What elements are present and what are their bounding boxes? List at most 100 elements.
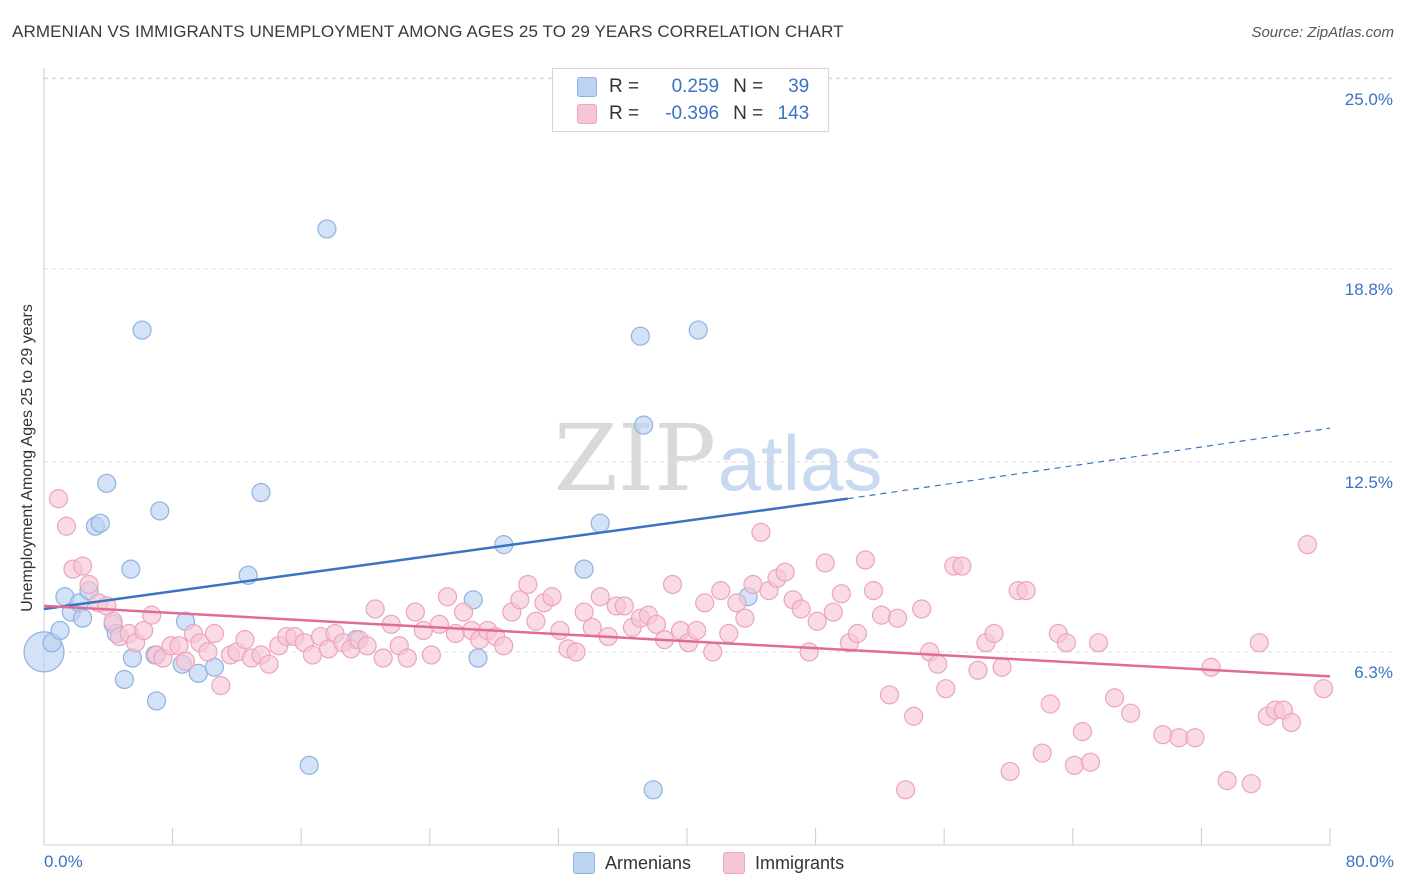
immigrants-point xyxy=(791,599,811,619)
immigrants-point xyxy=(992,657,1012,677)
immigrants-point xyxy=(48,489,69,509)
y-tick-label: 18.8% xyxy=(1345,280,1393,299)
immigrants-point xyxy=(574,602,594,622)
immigrants-point xyxy=(566,642,586,662)
correlation-legend: R = 0.259 N = 39 R = -0.396 N = 143 xyxy=(552,68,829,132)
armenians-point xyxy=(72,608,93,628)
armenians-point xyxy=(468,648,488,668)
immigrants-point xyxy=(662,574,683,595)
immigrants-point xyxy=(735,608,755,628)
n-value: 39 xyxy=(788,76,810,97)
immigrants-point xyxy=(1040,694,1060,714)
immigrants-point xyxy=(494,636,514,656)
immigrants-point xyxy=(357,636,377,656)
immigrants-point xyxy=(1297,535,1318,555)
immigrants-point xyxy=(952,556,972,576)
armenians-point xyxy=(121,559,141,579)
armenians-point xyxy=(630,326,650,346)
immigrants-point xyxy=(211,676,231,696)
immigrants-point xyxy=(614,596,634,616)
immigrants-point xyxy=(1064,755,1085,775)
immigrants-point xyxy=(1104,688,1125,708)
armenians-trend-line xyxy=(43,497,848,611)
r-value: -0.396 xyxy=(665,103,720,124)
immigrants-point xyxy=(1121,703,1141,723)
y-tick-label: 25.0% xyxy=(1345,90,1393,109)
immigrants-point xyxy=(936,679,956,699)
y-tick-label: 6.3% xyxy=(1354,663,1393,682)
immigrants-point xyxy=(582,617,602,637)
immigrants-point xyxy=(590,587,610,607)
immigrants-point xyxy=(904,706,924,726)
immigrants-point xyxy=(1088,633,1109,653)
immigrants-point xyxy=(831,584,851,604)
armenians-point xyxy=(114,669,134,690)
immigrants-point xyxy=(896,780,916,800)
immigrants-point xyxy=(1249,633,1269,653)
immigrants-point xyxy=(695,593,715,613)
series-legend: Armenians Immigrants xyxy=(573,852,876,874)
immigrants-point xyxy=(72,556,93,576)
armenians-point xyxy=(146,691,167,711)
y-tick-label: 12.5% xyxy=(1345,473,1393,492)
legend-item-armenians[interactable]: Armenians xyxy=(573,852,691,874)
n-label: N = xyxy=(733,76,764,97)
immigrants-point xyxy=(365,599,385,619)
immigrants-point xyxy=(1169,728,1189,748)
immigrants-legend-swatch xyxy=(723,852,746,874)
immigrants-point xyxy=(510,590,530,610)
immigrants-point xyxy=(373,648,393,668)
immigrants-point xyxy=(646,614,667,634)
armenians-point xyxy=(299,755,319,775)
immigrants-point xyxy=(453,602,474,622)
immigrants-point xyxy=(1000,761,1020,782)
armenians-point xyxy=(317,219,337,239)
immigrants-point xyxy=(928,654,948,674)
immigrants-point xyxy=(711,581,731,601)
immigrants-point xyxy=(405,602,425,622)
r-value: 0.259 xyxy=(671,76,720,97)
armenians-point xyxy=(150,501,170,521)
immigrants-point xyxy=(302,645,323,665)
immigrants-point xyxy=(968,660,988,680)
source-label: Source: ZipAtlas.com xyxy=(1251,24,1394,41)
immigrants-point xyxy=(855,550,876,570)
legend-row-armenians: R = 0.259 N = 39 xyxy=(577,75,809,99)
immigrants-point xyxy=(743,574,763,595)
immigrants-point xyxy=(235,630,255,650)
immigrants-point xyxy=(429,614,450,634)
immigrants-point xyxy=(1080,752,1101,772)
armenians-point xyxy=(643,780,663,800)
immigrants-point xyxy=(134,620,154,641)
armenians-trend-extension xyxy=(847,427,1331,500)
immigrants-point xyxy=(204,623,224,644)
immigrants-point xyxy=(421,645,442,665)
immigrants-point xyxy=(912,599,932,619)
r-label: R = xyxy=(609,103,640,124)
legend-item-immigrants[interactable]: Immigrants xyxy=(723,852,844,874)
immigrants-point xyxy=(687,620,707,641)
immigrants-point xyxy=(79,574,99,595)
immigrants-point xyxy=(719,623,739,644)
immigrants-legend-label: Immigrants xyxy=(755,852,845,873)
immigrants-point xyxy=(526,611,546,631)
immigrants-point xyxy=(799,642,819,662)
immigrants-point xyxy=(815,553,835,573)
immigrants-point xyxy=(863,581,884,601)
armenians-point xyxy=(574,559,594,579)
immigrants-point xyxy=(259,654,279,674)
immigrants-point xyxy=(1072,721,1093,742)
watermark-atlas: atlas xyxy=(718,419,883,507)
armenians-point xyxy=(688,320,708,340)
armenians-point xyxy=(590,513,610,533)
n-label: N = xyxy=(733,103,764,124)
x-tick-label-min: 0.0% xyxy=(44,852,83,871)
armenians-legend-label: Armenians xyxy=(605,852,692,873)
immigrants-point xyxy=(1185,728,1205,748)
armenians-point xyxy=(90,513,110,533)
immigrants-point xyxy=(879,685,900,705)
immigrants-point xyxy=(437,587,458,607)
immigrants-point xyxy=(518,574,538,595)
immigrants-point xyxy=(847,623,867,644)
